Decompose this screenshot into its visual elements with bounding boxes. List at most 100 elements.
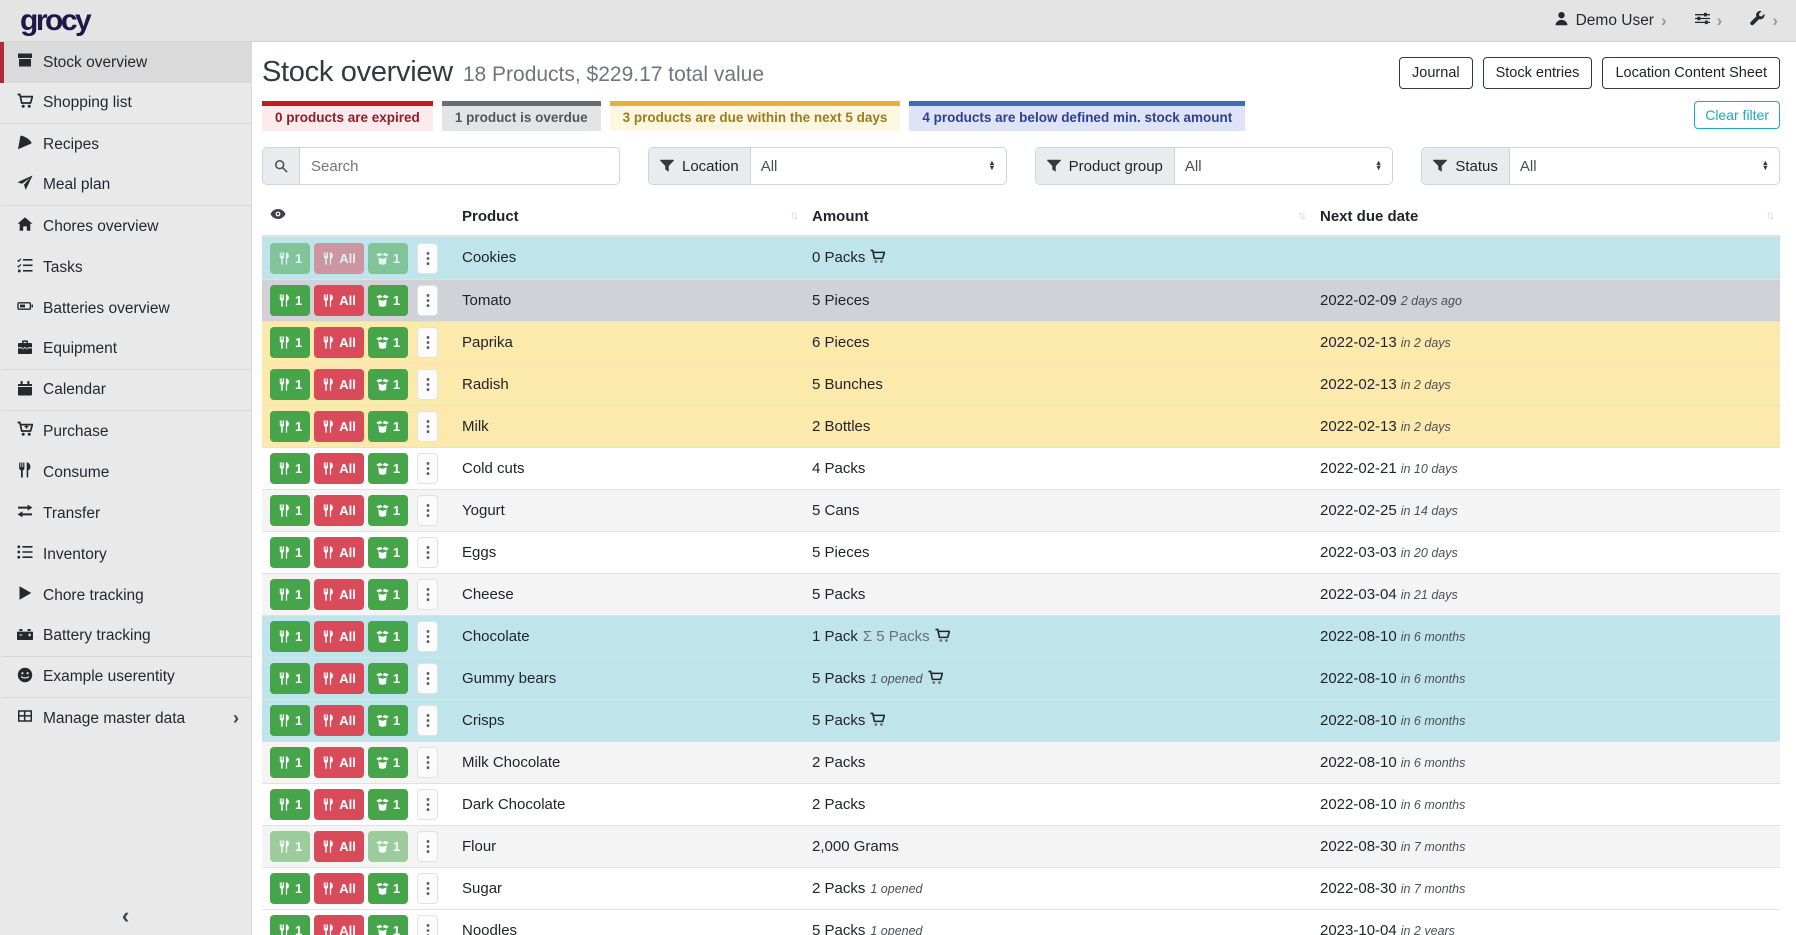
row-menu-button[interactable] [417, 285, 439, 316]
consume-one-button[interactable]: 1 [270, 411, 311, 442]
product-group-filter-select[interactable]: All ▲ ▼ [1175, 148, 1392, 184]
open-one-button[interactable]: 1 [367, 789, 409, 820]
row-menu-button[interactable] [417, 663, 439, 694]
search-input[interactable] [300, 148, 619, 184]
column-header-next-due-date[interactable]: Next due date ↑↓ [1312, 199, 1780, 237]
open-one-button[interactable]: 1 [367, 453, 409, 484]
open-one-button[interactable]: 1 [367, 831, 409, 862]
consume-one-button[interactable]: 1 [270, 285, 311, 316]
status-chip-3[interactable]: 4 products are below defined min. stock … [909, 101, 1246, 131]
open-one-button[interactable]: 1 [367, 537, 409, 568]
sort-icon[interactable]: ↑↓ [790, 207, 799, 222]
sidebar-item-tasks[interactable]: Tasks [0, 247, 251, 288]
row-menu-button[interactable] [417, 495, 439, 526]
row-menu-button[interactable] [417, 705, 439, 736]
row-menu-button[interactable] [417, 537, 439, 568]
sidebar-item-stock-overview[interactable]: Stock overview [0, 42, 251, 83]
app-logo[interactable]: grocy [20, 3, 92, 37]
journal-button[interactable]: Journal [1399, 56, 1473, 89]
consume-one-button[interactable]: 1 [270, 537, 311, 568]
consume-all-button[interactable]: All [314, 411, 364, 442]
sidebar-item-purchase[interactable]: Purchase [0, 411, 251, 452]
consume-all-button[interactable]: All [314, 873, 364, 904]
row-menu-button[interactable] [417, 831, 439, 862]
product-name[interactable]: Milk Chocolate [454, 740, 804, 783]
admin-menu[interactable]: › [1750, 10, 1778, 31]
sidebar-item-consume[interactable]: Consume [0, 452, 251, 493]
sidebar-item-inventory[interactable]: Inventory [0, 534, 251, 575]
sidebar-item-meal-plan[interactable]: Meal plan [0, 165, 251, 206]
open-one-button[interactable]: 1 [367, 747, 409, 778]
consume-all-button[interactable]: All [314, 747, 364, 778]
product-name[interactable]: Milk [454, 404, 804, 447]
open-one-button[interactable]: 1 [367, 327, 409, 358]
consume-one-button[interactable]: 1 [270, 495, 311, 526]
open-one-button[interactable]: 1 [367, 579, 409, 610]
settings-menu[interactable]: › [1694, 11, 1722, 31]
product-name[interactable]: Flour [454, 824, 804, 867]
consume-one-button[interactable]: 1 [270, 747, 311, 778]
product-name[interactable]: Radish [454, 362, 804, 405]
consume-one-button[interactable]: 1 [270, 873, 311, 904]
product-name[interactable]: Cookies [454, 235, 804, 279]
product-name[interactable]: Cold cuts [454, 446, 804, 489]
status-chip-1[interactable]: 1 product is overdue [441, 101, 601, 131]
consume-one-button[interactable]: 1 [270, 621, 311, 652]
consume-all-button[interactable]: All [314, 495, 364, 526]
sort-icon[interactable]: ↑↓ [1766, 207, 1775, 222]
open-one-button[interactable]: 1 [367, 621, 409, 652]
sidebar-item-shopping-list[interactable]: Shopping list [0, 83, 251, 124]
row-menu-button[interactable] [417, 453, 439, 484]
sidebar-item-calendar[interactable]: Calendar [0, 370, 251, 411]
consume-all-button[interactable]: All [314, 285, 364, 316]
product-name[interactable]: Cheese [454, 572, 804, 615]
open-one-button[interactable]: 1 [367, 369, 409, 400]
consume-all-button[interactable]: All [314, 831, 364, 862]
sidebar-item-battery-tracking[interactable]: Battery tracking [0, 616, 251, 657]
location-content-sheet-button[interactable]: Location Content Sheet [1602, 56, 1780, 89]
row-menu-button[interactable] [417, 789, 439, 820]
sidebar-item-manage-master-data[interactable]: Manage master data › [0, 698, 251, 739]
consume-one-button[interactable]: 1 [270, 663, 311, 694]
consume-all-button[interactable]: All [314, 663, 364, 694]
sort-icon[interactable]: ↑↓ [1298, 207, 1307, 222]
row-menu-button[interactable] [417, 411, 439, 442]
location-filter-select[interactable]: All ▲ ▼ [751, 148, 1006, 184]
row-menu-button[interactable] [417, 747, 439, 778]
row-menu-button[interactable] [417, 242, 439, 274]
status-chip-0[interactable]: 0 products are expired [262, 101, 433, 131]
stock-entries-button[interactable]: Stock entries [1482, 56, 1593, 89]
clear-filter-button[interactable]: Clear filter [1694, 101, 1780, 129]
consume-one-button[interactable]: 1 [270, 831, 311, 862]
sidebar-item-example-userentity[interactable]: Example userentity [0, 657, 251, 698]
sidebar-collapse-button[interactable]: ‹ [121, 903, 130, 928]
consume-all-button[interactable]: All [314, 915, 364, 935]
sidebar-item-transfer[interactable]: Transfer [0, 493, 251, 534]
open-one-button[interactable]: 1 [367, 495, 409, 526]
open-one-button[interactable]: 1 [367, 915, 409, 935]
open-one-button[interactable]: 1 [367, 705, 409, 736]
consume-all-button[interactable]: All [314, 789, 364, 820]
consume-all-button[interactable]: All [314, 242, 364, 274]
status-chip-2[interactable]: 3 products are due within the next 5 day… [609, 101, 901, 131]
sidebar-item-recipes[interactable]: Recipes [0, 124, 251, 165]
column-header-amount[interactable]: Amount ↑↓ [804, 199, 1312, 237]
consume-all-button[interactable]: All [314, 369, 364, 400]
product-name[interactable]: Paprika [454, 320, 804, 363]
open-one-button[interactable]: 1 [367, 285, 409, 316]
consume-all-button[interactable]: All [314, 453, 364, 484]
consume-all-button[interactable]: All [314, 579, 364, 610]
sidebar-item-chore-tracking[interactable]: Chore tracking [0, 575, 251, 616]
product-name[interactable]: Yogurt [454, 488, 804, 531]
row-menu-button[interactable] [417, 621, 439, 652]
consume-one-button[interactable]: 1 [270, 789, 311, 820]
sidebar-item-batteries-overview[interactable]: Batteries overview [0, 288, 251, 329]
product-name[interactable]: Eggs [454, 530, 804, 573]
consume-one-button[interactable]: 1 [270, 242, 311, 274]
column-header-product[interactable]: Product ↑↓ [454, 199, 804, 237]
product-name[interactable]: Tomato [454, 278, 804, 321]
open-one-button[interactable]: 1 [367, 873, 409, 904]
consume-one-button[interactable]: 1 [270, 327, 311, 358]
product-name[interactable]: Sugar [454, 866, 804, 909]
product-name[interactable]: Crisps [454, 698, 804, 741]
